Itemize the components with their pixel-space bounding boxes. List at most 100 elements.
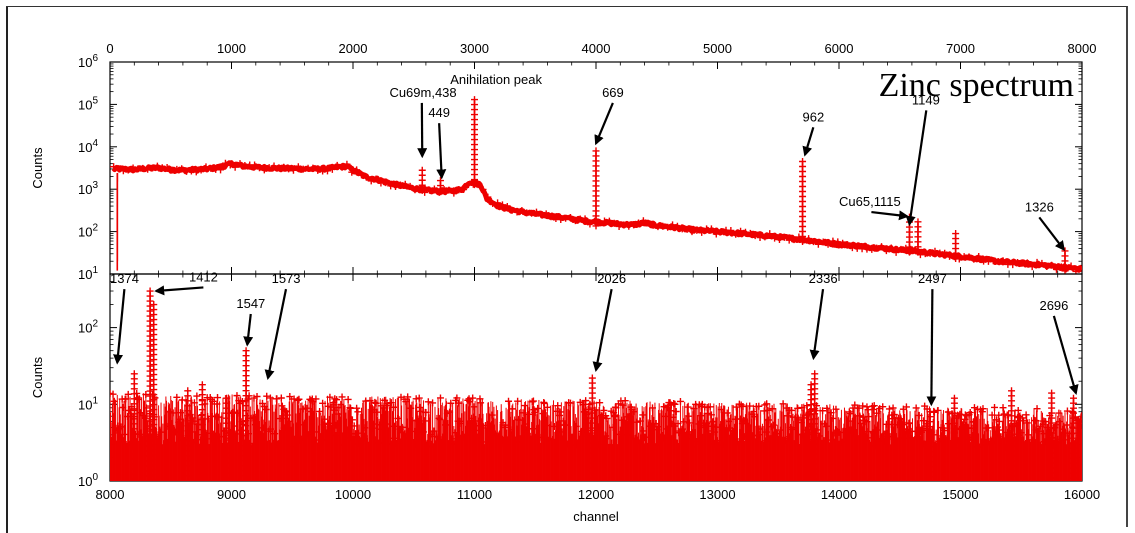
data-point bbox=[253, 392, 261, 400]
y-tick-base: 10 bbox=[78, 321, 92, 336]
data-point bbox=[285, 417, 293, 425]
data-point bbox=[771, 234, 779, 242]
peak-point bbox=[436, 187, 444, 195]
data-point bbox=[718, 441, 726, 449]
data-point bbox=[436, 394, 444, 402]
data-point bbox=[259, 424, 267, 432]
data-point bbox=[726, 424, 734, 432]
data-point bbox=[412, 395, 420, 403]
data-point bbox=[281, 407, 289, 415]
data-point bbox=[554, 402, 562, 410]
data-point bbox=[288, 443, 296, 451]
data-point bbox=[859, 402, 867, 410]
data-point bbox=[117, 423, 125, 431]
annotation-arrow bbox=[905, 110, 928, 227]
data-point bbox=[765, 416, 773, 424]
data-point bbox=[124, 166, 132, 174]
data-point bbox=[611, 413, 619, 421]
y-tick-base: 10 bbox=[78, 474, 92, 489]
data-point bbox=[1023, 259, 1031, 267]
data-point bbox=[698, 228, 706, 236]
data-point bbox=[1048, 261, 1056, 269]
data-point bbox=[470, 403, 478, 411]
peak-point bbox=[242, 477, 250, 481]
annotation-arrow bbox=[264, 288, 288, 381]
data-point bbox=[505, 397, 513, 405]
peak-point bbox=[150, 476, 158, 481]
data-point bbox=[338, 393, 346, 401]
y-axis-title: Counts bbox=[30, 147, 45, 189]
data-point bbox=[737, 227, 745, 235]
data-point bbox=[266, 425, 274, 433]
data-point bbox=[361, 424, 369, 432]
chart-title: Zinc spectrum bbox=[879, 67, 1074, 104]
data-point bbox=[566, 213, 574, 221]
data-point bbox=[879, 432, 887, 440]
data-point bbox=[979, 405, 987, 413]
data-point bbox=[1068, 423, 1076, 431]
page-frame bbox=[6, 6, 1128, 527]
data-point bbox=[746, 229, 754, 237]
data-point bbox=[401, 180, 409, 188]
data-point bbox=[427, 443, 435, 451]
data-point bbox=[295, 395, 303, 403]
peak-point bbox=[1008, 477, 1016, 481]
data-point bbox=[984, 424, 992, 432]
data-point bbox=[513, 208, 521, 216]
data-point bbox=[503, 202, 511, 210]
data-point bbox=[110, 389, 114, 397]
data-point bbox=[882, 247, 890, 255]
data-point bbox=[332, 421, 340, 429]
data-point bbox=[189, 414, 197, 422]
data-point bbox=[303, 430, 311, 438]
data-point bbox=[142, 390, 150, 398]
data-point bbox=[362, 173, 370, 181]
data-point bbox=[178, 396, 186, 404]
data-point bbox=[999, 257, 1007, 265]
data-point bbox=[902, 403, 910, 411]
data-point bbox=[624, 431, 632, 439]
y-tick-exponent: 0 bbox=[92, 472, 98, 483]
peak-point bbox=[1048, 474, 1056, 481]
data-point bbox=[337, 400, 345, 408]
y-tick-exponent: 1 bbox=[92, 395, 98, 406]
data-point bbox=[488, 411, 496, 419]
data-point bbox=[850, 429, 858, 437]
data-point bbox=[110, 435, 114, 443]
data-point bbox=[230, 422, 238, 430]
data-point bbox=[816, 432, 824, 440]
y-tick-exponent: 6 bbox=[92, 53, 98, 64]
peak-point bbox=[471, 181, 478, 189]
peak-point bbox=[811, 475, 819, 481]
data-point bbox=[121, 430, 129, 438]
data-point bbox=[233, 392, 241, 400]
y-tick-label: 100 bbox=[78, 472, 98, 489]
data-point bbox=[559, 417, 567, 425]
data-point bbox=[1009, 261, 1017, 269]
data-point bbox=[631, 435, 639, 443]
data-point bbox=[586, 220, 594, 228]
data-point bbox=[581, 215, 589, 223]
peak-annotation-label: 1547 bbox=[236, 296, 265, 311]
data-point bbox=[580, 429, 588, 437]
data-point bbox=[991, 403, 999, 411]
x-tick-label: 15000 bbox=[942, 487, 978, 502]
data-point bbox=[398, 429, 406, 437]
data-point bbox=[119, 167, 127, 175]
data-point bbox=[229, 408, 237, 416]
data-point bbox=[387, 399, 395, 407]
x-tick-label: 7000 bbox=[946, 41, 975, 56]
data-point bbox=[707, 225, 715, 233]
data-point bbox=[441, 421, 449, 429]
data-point bbox=[1061, 436, 1069, 444]
data-point bbox=[202, 163, 210, 171]
data-point bbox=[371, 398, 379, 406]
data-point bbox=[463, 431, 471, 439]
data-point bbox=[1033, 405, 1041, 413]
data-point bbox=[974, 443, 982, 451]
y-tick-exponent: 2 bbox=[92, 223, 98, 234]
data-point bbox=[814, 240, 822, 248]
data-point bbox=[660, 403, 668, 411]
data-point bbox=[610, 219, 618, 227]
peak-point bbox=[146, 472, 154, 480]
